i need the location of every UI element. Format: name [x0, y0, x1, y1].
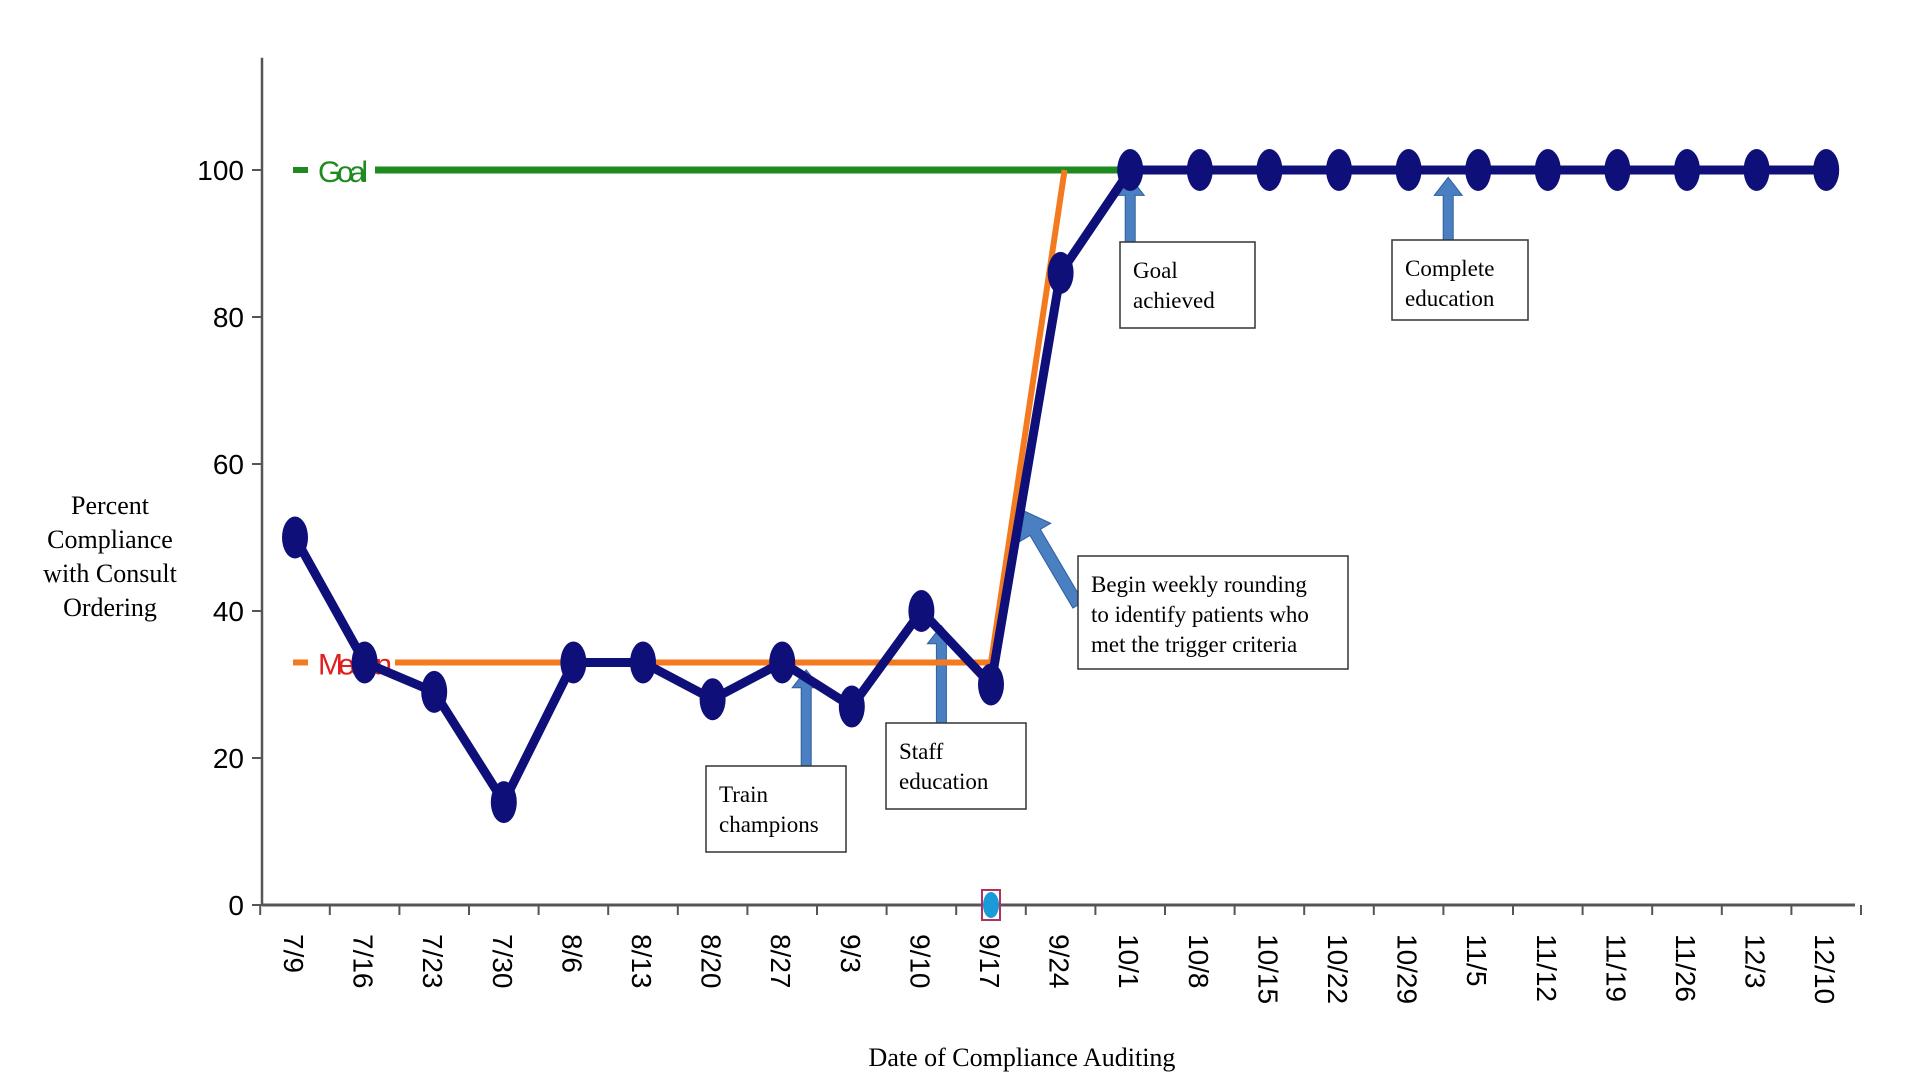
data-point — [282, 516, 308, 559]
annotation-text: Train — [719, 782, 768, 807]
reference-lines: GoalMedian — [293, 156, 1827, 681]
x-tick-label: 11/12 — [1531, 934, 1562, 1002]
y-axis-title-line: with Consult — [43, 559, 177, 588]
data-point — [978, 663, 1004, 706]
data-point — [769, 641, 796, 684]
annotation-text: champions — [719, 812, 819, 837]
data-point — [1395, 149, 1422, 191]
annotation-weekly-rounding: Begin weekly rounding to identify patient… — [1077, 555, 1349, 670]
data-point — [1117, 149, 1144, 191]
annotation-staff-education: Staff education — [885, 722, 1027, 810]
x-axis-title: Date of Compliance Auditing — [869, 1043, 1176, 1072]
arrow-shape — [1019, 509, 1084, 609]
x-tick-label: 10/8 — [1183, 934, 1214, 989]
median-line — [395, 169, 1068, 666]
data-point — [490, 781, 517, 824]
annotation-box — [1077, 555, 1349, 670]
data-point — [1256, 149, 1283, 191]
x-tick-label: 9/17 — [974, 934, 1005, 989]
y-axis-title: Percent Compliance with Consult Ordering — [43, 491, 177, 622]
y-tick-label: 0 — [228, 890, 244, 921]
x-tick-label: 10/22 — [1322, 934, 1353, 1004]
x-tick-label: 11/19 — [1600, 934, 1631, 1002]
x-tick-label: 7/16 — [348, 934, 379, 989]
data-point — [838, 685, 865, 728]
annotation-text: to identify patients who — [1091, 602, 1309, 627]
annotation-text: achieved — [1133, 288, 1215, 313]
x-tick-label: 7/9 — [278, 934, 309, 973]
x-tick-label: 11/26 — [1670, 934, 1701, 1002]
x-tick-label: 9/3 — [835, 934, 866, 973]
arrow-weekly-rounding — [1019, 509, 1084, 609]
annotation-text: Complete — [1405, 256, 1494, 281]
y-tick-label: 20 — [213, 743, 244, 774]
data-point — [1326, 149, 1352, 191]
annotation-train-champions: Train champions — [705, 765, 847, 853]
y-tick-label: 40 — [213, 596, 244, 627]
x-tick-label: 7/30 — [487, 934, 518, 989]
axes: 0 20 40 60 80 100 7/9 7/16 7/23 7/30 8/6 8/13 8/20 8/… — [197, 57, 1862, 1004]
goal-label: Goal — [318, 156, 368, 189]
annotation-text: met the trigger criteria — [1091, 632, 1297, 657]
annotation-text: education — [1405, 286, 1495, 311]
annotation-complete-education: Complete education — [1391, 239, 1529, 321]
annotation-text: Goal — [1133, 258, 1178, 283]
data-point — [560, 641, 587, 684]
annotation-box — [1391, 239, 1529, 321]
annotation-text: Staff — [899, 739, 944, 764]
x-tick-label: 8/13 — [626, 934, 657, 989]
x-tick-label: 9/24 — [1044, 934, 1075, 989]
x-tick-label: 10/15 — [1252, 934, 1283, 1004]
data-point — [908, 590, 935, 632]
x-tick-label: 8/6 — [556, 934, 587, 973]
data-point — [1534, 149, 1561, 191]
data-point — [1465, 149, 1492, 191]
data-point — [1813, 149, 1840, 191]
annotation-text: education — [899, 769, 989, 794]
annotation-layer: Train champions Staff education Begin weekly… — [705, 176, 1529, 853]
y-tick-label: 100 — [197, 155, 244, 186]
data-point — [1674, 149, 1700, 191]
data-point — [1047, 251, 1074, 294]
x-tick-label: 11/5 — [1461, 934, 1492, 986]
x-tick-label: 10/1 — [1113, 934, 1144, 989]
annotation-box — [705, 765, 847, 853]
x-tick-label: 7/23 — [417, 934, 448, 989]
data-point — [1186, 149, 1213, 191]
data-point — [1604, 149, 1631, 191]
data-point — [630, 641, 656, 684]
data-series — [282, 149, 1840, 824]
x-tick-label: 10/29 — [1392, 934, 1423, 1004]
annotation-text: Begin weekly rounding — [1091, 572, 1307, 597]
x-tick-label: 12/3 — [1740, 934, 1771, 989]
data-point — [1743, 149, 1770, 191]
annotation-box — [885, 722, 1027, 810]
x-tick-label: 12/10 — [1809, 934, 1840, 1004]
annotation-goal-achieved: Goal achieved — [1119, 241, 1256, 329]
x-tick-label: 8/20 — [696, 934, 727, 989]
x-tick-label: 8/27 — [765, 934, 796, 989]
axis-labels: Date of Compliance Auditing Percent Compl… — [43, 491, 1175, 1072]
data-point — [351, 641, 378, 684]
data-point — [699, 678, 726, 721]
y-axis-title-line: Percent — [71, 491, 150, 520]
axis-marker-frame — [981, 889, 1001, 921]
y-axis-title-line: Compliance — [47, 525, 173, 554]
annotation-box — [1119, 241, 1256, 329]
y-tick-label: 60 — [213, 449, 244, 480]
y-axis-title-line: Ordering — [63, 593, 157, 622]
arrow-complete-education — [1433, 176, 1464, 241]
axis-marker — [983, 892, 999, 918]
data-point — [421, 670, 448, 713]
x-tick-label: 9/10 — [904, 934, 935, 989]
y-tick-label: 80 — [213, 302, 244, 333]
